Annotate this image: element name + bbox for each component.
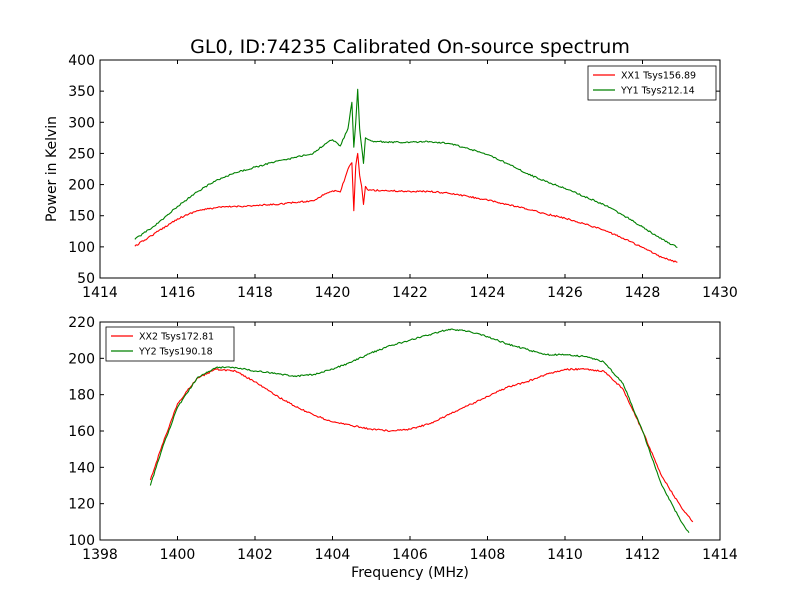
y-tick-label: 400 <box>68 53 95 69</box>
y-tick-label: 250 <box>68 146 95 162</box>
legend-label-1: XX1 Tsys156.89 <box>621 71 696 82</box>
bottom-panel: 1398 1400 1402 1404 1406 1408 1410 1412 1414 100 1… <box>68 315 738 581</box>
series-line-1 <box>149 367 694 523</box>
legend-box <box>105 326 235 362</box>
x-tick-label: 1410 <box>547 547 583 563</box>
y-tick-label: 150 <box>68 209 95 225</box>
y-tick-label: 220 <box>68 315 95 331</box>
top-panel: 1414 1416 1418 1420 1422 1424 1426 1428 1430 50 10… <box>44 53 738 301</box>
x-tick-label: 1418 <box>237 285 273 301</box>
y-tick-label: 200 <box>68 178 95 194</box>
figure-title: GL0, ID:74235 Calibrated On-source spect… <box>190 36 630 58</box>
x-tick-label: 1414 <box>82 285 118 301</box>
legend-label-2: YY1 Tsys212.14 <box>620 86 695 97</box>
series-line-2 <box>149 328 690 534</box>
y-tick-label: 100 <box>68 533 95 549</box>
x-tick-label: 1406 <box>392 547 428 563</box>
x-tick-label: 1414 <box>702 547 738 563</box>
y-tick-label: 300 <box>68 115 95 131</box>
y-tick-label: 160 <box>68 424 95 440</box>
y-axis-label: Power in Kelvin <box>44 116 60 222</box>
y-tick-label: 350 <box>68 84 95 100</box>
y-tick-label: 100 <box>68 240 95 256</box>
y-tick-label: 120 <box>68 497 95 513</box>
x-tick-label: 1426 <box>547 285 583 301</box>
x-axis-label: Frequency (MHz) <box>351 565 469 581</box>
series-line-1 <box>134 152 678 263</box>
x-tick-label: 1412 <box>625 547 661 563</box>
x-tick-label: 1402 <box>237 547 273 563</box>
x-tick-label: 1424 <box>470 285 506 301</box>
y-tick-label: 50 <box>77 271 95 287</box>
x-tick-label: 1404 <box>315 547 351 563</box>
x-tick-label: 1416 <box>160 285 196 301</box>
y-tick-label: 200 <box>68 351 95 367</box>
legend-label-2: YY2 Tsys190.18 <box>138 347 213 358</box>
x-tick-label: 1400 <box>160 547 196 563</box>
x-tick-label: 1428 <box>625 285 661 301</box>
x-tick-label: 1430 <box>702 285 738 301</box>
series-line-2 <box>134 88 678 249</box>
legend-label-1: XX2 Tsys172.81 <box>139 332 214 343</box>
x-tick-label: 1408 <box>470 547 506 563</box>
x-tick-label: 1398 <box>82 547 118 563</box>
y-tick-label: 180 <box>68 388 95 404</box>
legend-box <box>587 65 717 101</box>
y-tick-label: 140 <box>68 460 95 476</box>
x-tick-label: 1422 <box>392 285 428 301</box>
x-tick-label: 1420 <box>315 285 351 301</box>
